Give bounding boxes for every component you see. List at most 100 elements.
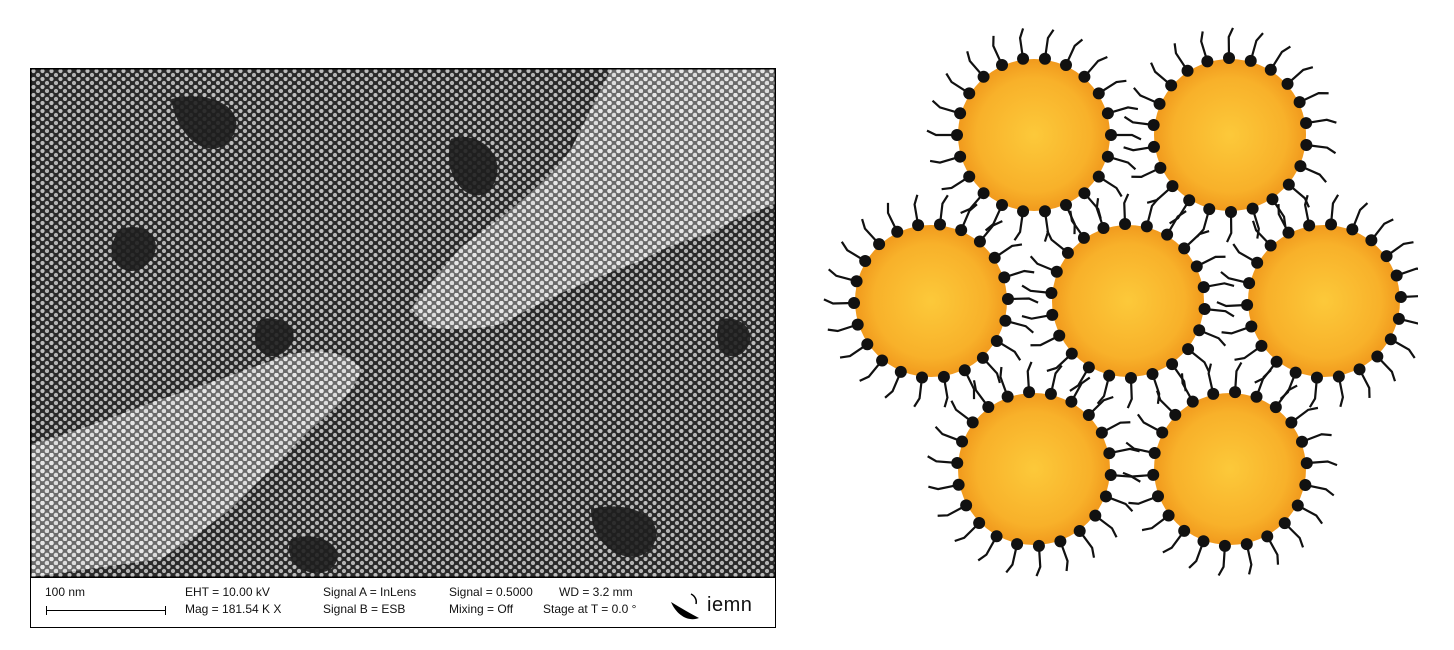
ligand-chain <box>1197 255 1226 267</box>
ligand-chain <box>1046 230 1068 254</box>
ligand-head <box>850 275 863 288</box>
ligand-chain <box>1291 406 1319 423</box>
ligand-chain <box>1399 318 1418 325</box>
ligand-head <box>1246 202 1259 215</box>
nanoparticle <box>1021 193 1235 409</box>
nanoparticle <box>927 361 1141 577</box>
ligand-head <box>1161 228 1174 241</box>
ligand-head <box>1073 524 1086 537</box>
ligand-chain <box>1030 335 1059 347</box>
ligand-head <box>1266 193 1279 206</box>
nanoparticle-core <box>1154 59 1306 211</box>
sem-micrograph-panel: 100 nm EHT = 10.00 kV Mag = 181.54 K X S… <box>30 68 776 628</box>
ligand-chain <box>1270 45 1291 70</box>
nanoparticle <box>1122 361 1338 577</box>
ligand-chain <box>927 455 957 464</box>
ligand-head <box>1294 160 1307 173</box>
working-distance-readout: WD = 3.2 mm <box>559 585 633 599</box>
ligand-chain <box>1245 544 1253 575</box>
ligand-chain <box>823 298 854 305</box>
ligand-chain <box>1131 167 1160 178</box>
ligand-chain <box>1386 241 1414 257</box>
ligand-head <box>1392 312 1405 325</box>
ligand-head <box>1325 218 1338 231</box>
ligand-chain <box>1397 267 1418 277</box>
ligand-head <box>1264 239 1277 252</box>
ligand-chain <box>954 522 980 543</box>
ligand-chain <box>1099 79 1127 94</box>
ligand-head <box>873 238 886 251</box>
signal-a-readout: Signal A = InLens <box>323 585 417 599</box>
ligand-head <box>1078 187 1091 200</box>
ligand-chain <box>1221 325 1251 335</box>
ligand-chain <box>859 360 883 382</box>
ligand-chain <box>1005 544 1018 574</box>
ligand-chain <box>1401 295 1418 299</box>
ligand-head <box>1153 97 1166 110</box>
ligand-head <box>1190 260 1203 273</box>
ligand-head <box>1050 265 1063 278</box>
ligand-head <box>996 58 1009 71</box>
ligand-head <box>1332 370 1345 383</box>
ligand-chain <box>1102 421 1131 434</box>
ligand-head <box>1065 347 1078 360</box>
ligand-head <box>998 271 1011 284</box>
ligand-head <box>955 224 968 237</box>
ligand-chain <box>1359 369 1371 398</box>
ligand-head <box>951 129 963 141</box>
ligand-chain <box>1013 212 1024 241</box>
ligand-chain <box>1029 255 1057 273</box>
iemn-logo-icon <box>671 593 699 620</box>
ligand-head <box>1017 205 1030 218</box>
ligand-head <box>1099 490 1112 503</box>
ligand-chain <box>964 370 976 400</box>
ligand-chain <box>1079 531 1096 558</box>
ligand-head <box>1291 499 1304 512</box>
ligand-chain <box>1004 269 1035 279</box>
ligand-chain <box>931 99 960 115</box>
ligand-head <box>1166 180 1179 193</box>
ligand-chain <box>966 50 984 77</box>
ligand-chain <box>999 366 1009 397</box>
ligand-head <box>1207 387 1220 400</box>
ligand-head <box>1223 52 1236 65</box>
ligand-head <box>1201 55 1214 68</box>
ligand-head <box>1156 426 1169 439</box>
ligand-chain <box>1125 441 1154 454</box>
ligand-chain <box>1095 515 1118 538</box>
ligand-head <box>1059 58 1072 71</box>
ligand-head <box>1346 223 1359 236</box>
nanoparticle <box>1216 194 1418 408</box>
ligand-head <box>1077 231 1090 244</box>
ligand-chain <box>1141 515 1169 532</box>
ligand-head <box>1186 395 1199 408</box>
ligand-head <box>996 199 1009 212</box>
ligand-chain <box>1307 144 1337 155</box>
ligand-chain <box>939 194 949 224</box>
ligand-chain <box>926 129 956 137</box>
ligand-chain <box>1307 460 1338 467</box>
ligand-head <box>1243 277 1256 290</box>
ligand-head <box>1095 426 1108 439</box>
ligand-chain <box>972 380 989 407</box>
ligand-head <box>1289 366 1302 379</box>
ligand-head <box>1097 222 1110 235</box>
ligand-chain <box>839 343 868 359</box>
ligand-chain <box>1046 353 1072 373</box>
ligand-chain <box>886 202 898 232</box>
ligand-head <box>1092 87 1105 100</box>
ligand-head <box>1065 395 1078 408</box>
ligand-chain <box>1123 146 1154 152</box>
ligand-head <box>1282 178 1295 191</box>
ligand-head <box>1244 54 1257 67</box>
ligand-head <box>1182 343 1195 356</box>
ligand-head <box>1255 339 1268 352</box>
ligand-chain <box>1302 433 1332 443</box>
ligand-head <box>1169 408 1182 421</box>
ligand-head <box>1078 70 1091 83</box>
eht-readout: EHT = 10.00 kV <box>185 585 270 599</box>
ligand-head <box>1059 199 1072 212</box>
ligand-chain <box>1110 447 1140 455</box>
ligand-head <box>1054 535 1067 548</box>
ligand-head <box>1293 96 1306 109</box>
